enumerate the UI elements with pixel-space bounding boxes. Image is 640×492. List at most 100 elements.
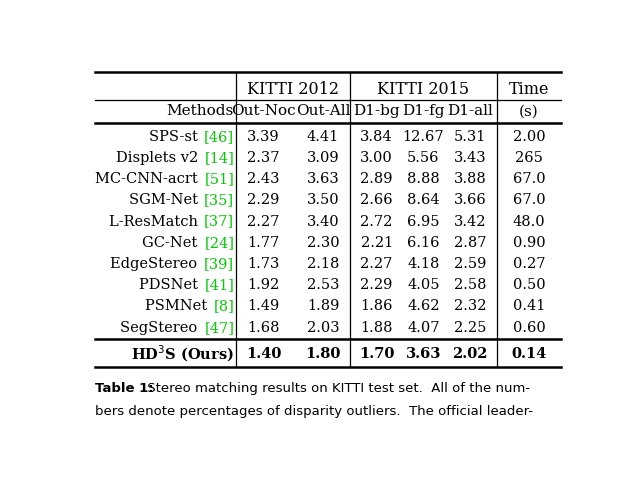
Text: 1.68: 1.68	[247, 321, 280, 335]
Text: 2.00: 2.00	[513, 130, 545, 144]
Text: 3.00: 3.00	[360, 151, 393, 165]
Text: [51]: [51]	[204, 172, 234, 186]
Text: 1.49: 1.49	[248, 300, 280, 313]
Text: 4.18: 4.18	[407, 257, 440, 271]
Text: 3.40: 3.40	[307, 215, 339, 229]
Text: [37]: [37]	[204, 215, 234, 229]
Text: 48.0: 48.0	[513, 215, 545, 229]
Text: 1.40: 1.40	[246, 347, 281, 361]
Text: 8.64: 8.64	[407, 193, 440, 207]
Text: 2.66: 2.66	[360, 193, 393, 207]
Text: 2.87: 2.87	[454, 236, 486, 250]
Text: 2.29: 2.29	[360, 278, 393, 292]
Text: SegStereo: SegStereo	[120, 321, 202, 335]
Text: SGM-Net: SGM-Net	[129, 193, 202, 207]
Text: MC-CNN-acrt: MC-CNN-acrt	[95, 172, 202, 186]
Text: [14]: [14]	[204, 151, 234, 165]
Text: 1.73: 1.73	[247, 257, 280, 271]
Text: 265: 265	[515, 151, 543, 165]
Text: 2.18: 2.18	[307, 257, 339, 271]
Text: 67.0: 67.0	[513, 172, 545, 186]
Text: 8.88: 8.88	[407, 172, 440, 186]
Text: 3.66: 3.66	[454, 193, 486, 207]
Text: 2.37: 2.37	[247, 151, 280, 165]
Text: HD$^3$S (Ours): HD$^3$S (Ours)	[131, 344, 234, 365]
Text: 1.88: 1.88	[360, 321, 393, 335]
Text: Time: Time	[509, 81, 549, 98]
Text: L-ResMatch: L-ResMatch	[109, 215, 202, 229]
Text: 5.56: 5.56	[407, 151, 440, 165]
Text: 1.86: 1.86	[360, 300, 393, 313]
Text: 0.60: 0.60	[513, 321, 545, 335]
Text: KITTI 2012: KITTI 2012	[247, 81, 339, 98]
Text: [41]: [41]	[204, 278, 234, 292]
Text: 3.63: 3.63	[406, 347, 441, 361]
Text: 2.89: 2.89	[360, 172, 393, 186]
Text: 1.89: 1.89	[307, 300, 339, 313]
Text: (s): (s)	[519, 104, 539, 118]
Text: 4.05: 4.05	[407, 278, 440, 292]
Text: 3.50: 3.50	[307, 193, 339, 207]
Text: Displets v2: Displets v2	[116, 151, 202, 165]
Text: 4.07: 4.07	[407, 321, 440, 335]
Text: 3.88: 3.88	[454, 172, 486, 186]
Text: [35]: [35]	[204, 193, 234, 207]
Text: 2.59: 2.59	[454, 257, 486, 271]
Text: Out-All: Out-All	[296, 104, 350, 118]
Text: SPS-st: SPS-st	[148, 130, 202, 144]
Text: 2.43: 2.43	[247, 172, 280, 186]
Text: Out-Noc: Out-Noc	[231, 104, 296, 118]
Text: 1.70: 1.70	[359, 347, 394, 361]
Text: 3.63: 3.63	[307, 172, 339, 186]
Text: 2.30: 2.30	[307, 236, 339, 250]
Text: 2.53: 2.53	[307, 278, 339, 292]
Text: Methods: Methods	[166, 104, 234, 118]
Text: [46]: [46]	[204, 130, 234, 144]
Text: 2.29: 2.29	[247, 193, 280, 207]
Text: Stereo matching results on KITTI test set.  All of the num-: Stereo matching results on KITTI test se…	[143, 382, 531, 395]
Text: 12.67: 12.67	[403, 130, 444, 144]
Text: 1.77: 1.77	[248, 236, 280, 250]
Text: PDSNet: PDSNet	[139, 278, 202, 292]
Text: [8]: [8]	[213, 300, 234, 313]
Text: 0.14: 0.14	[511, 347, 547, 361]
Text: 2.27: 2.27	[360, 257, 393, 271]
Text: 3.39: 3.39	[247, 130, 280, 144]
Text: 0.41: 0.41	[513, 300, 545, 313]
Text: 2.32: 2.32	[454, 300, 486, 313]
Text: [47]: [47]	[204, 321, 234, 335]
Text: [39]: [39]	[204, 257, 234, 271]
Text: EdgeStereo: EdgeStereo	[110, 257, 202, 271]
Text: 2.72: 2.72	[360, 215, 393, 229]
Text: 2.21: 2.21	[360, 236, 393, 250]
Text: Table 1:: Table 1:	[95, 382, 154, 395]
Text: 2.03: 2.03	[307, 321, 339, 335]
Text: D1-bg: D1-bg	[353, 104, 400, 118]
Text: 4.62: 4.62	[407, 300, 440, 313]
Text: 1.80: 1.80	[305, 347, 340, 361]
Text: [24]: [24]	[204, 236, 234, 250]
Text: PSMNet: PSMNet	[145, 300, 211, 313]
Text: 3.42: 3.42	[454, 215, 486, 229]
Text: 3.09: 3.09	[307, 151, 339, 165]
Text: bers denote percentages of disparity outliers.  The official leader-: bers denote percentages of disparity out…	[95, 404, 533, 418]
Text: 6.95: 6.95	[407, 215, 440, 229]
Text: 2.27: 2.27	[247, 215, 280, 229]
Text: 0.90: 0.90	[513, 236, 545, 250]
Text: 67.0: 67.0	[513, 193, 545, 207]
Text: 4.41: 4.41	[307, 130, 339, 144]
Text: D1-fg: D1-fg	[402, 104, 445, 118]
Text: 2.58: 2.58	[454, 278, 486, 292]
Text: 3.43: 3.43	[454, 151, 486, 165]
Text: 3.84: 3.84	[360, 130, 393, 144]
Text: 6.16: 6.16	[407, 236, 440, 250]
Text: 2.02: 2.02	[452, 347, 488, 361]
Text: D1-all: D1-all	[447, 104, 493, 118]
Text: 2.25: 2.25	[454, 321, 486, 335]
Text: 5.31: 5.31	[454, 130, 486, 144]
Text: GC-Net: GC-Net	[142, 236, 202, 250]
Text: 0.27: 0.27	[513, 257, 545, 271]
Text: 1.92: 1.92	[248, 278, 280, 292]
Text: 0.50: 0.50	[513, 278, 545, 292]
Text: KITTI 2015: KITTI 2015	[378, 81, 470, 98]
